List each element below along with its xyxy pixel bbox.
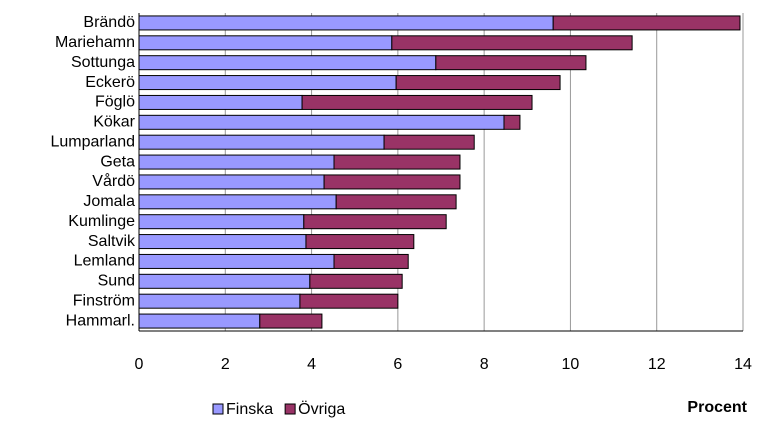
x-tick-label: 10 (562, 356, 580, 373)
x-tick-label: 12 (648, 356, 666, 373)
y-tick-label: Eckerö (85, 74, 135, 91)
legend-swatch (212, 403, 224, 415)
bar-segment (138, 134, 385, 150)
bar-segment (383, 134, 475, 150)
y-tick-label: Kumlinge (68, 213, 135, 230)
bar-segment (552, 15, 741, 31)
bar-segment (305, 234, 415, 250)
bar-segment (138, 35, 393, 51)
bar-segment (299, 293, 399, 309)
bar-segment (391, 35, 633, 51)
bar-segment (503, 114, 521, 130)
x-tick-label: 8 (480, 356, 489, 373)
bar-segment (138, 313, 261, 329)
y-tick-label: Hammarl. (66, 312, 135, 329)
y-tick-label: Sund (98, 273, 135, 290)
legend-label: Övriga (298, 400, 345, 418)
bar-segment (138, 94, 303, 110)
bar-segment (333, 253, 409, 269)
bar-segment (138, 114, 505, 130)
bar-segment (138, 15, 554, 31)
y-tick-label: Föglö (95, 94, 135, 111)
x-tick-label: 4 (307, 356, 316, 373)
y-tick-label: Vårdö (92, 172, 135, 190)
bar-segment (138, 75, 397, 91)
bar-segment (138, 174, 325, 190)
bar-segment (138, 154, 335, 170)
x-tick-label: 14 (734, 356, 752, 373)
y-tick-label: Jomala (83, 193, 135, 210)
bar-segment (435, 55, 587, 71)
y-tick-label: Finström (73, 292, 135, 309)
y-tick-label: Saltvik (88, 233, 136, 250)
legend-label: Finska (226, 401, 273, 418)
bar-segment (138, 293, 301, 309)
bar-segment (303, 214, 447, 230)
legend-swatch (284, 403, 296, 415)
bar-segment (138, 273, 311, 289)
y-tick-label: Sottunga (71, 54, 135, 71)
x-tick-label: 2 (221, 356, 230, 373)
bar-segment (138, 253, 335, 269)
x-axis-label: Procent (687, 399, 747, 416)
bar-segment (138, 55, 437, 71)
bar-segment (138, 194, 337, 210)
y-tick-label: Brändö (83, 14, 135, 31)
bar-segment (138, 214, 305, 230)
bar-segment (138, 234, 307, 250)
y-tick-label: Mariehamn (55, 34, 135, 51)
x-tick-label: 6 (393, 356, 402, 373)
bar-segment (309, 273, 403, 289)
bar-segment (259, 313, 323, 329)
y-tick-label: Lemland (74, 253, 135, 270)
bar-segment (323, 174, 461, 190)
bar-segment (333, 154, 461, 170)
y-tick-label: Kökar (93, 114, 135, 131)
y-tick-label: Geta (100, 153, 135, 170)
y-tick-label: Lumparland (51, 133, 136, 150)
x-tick-label: 0 (135, 356, 144, 373)
bar-segment (395, 75, 561, 91)
bar-segment (301, 94, 533, 110)
bar-segment (335, 194, 457, 210)
